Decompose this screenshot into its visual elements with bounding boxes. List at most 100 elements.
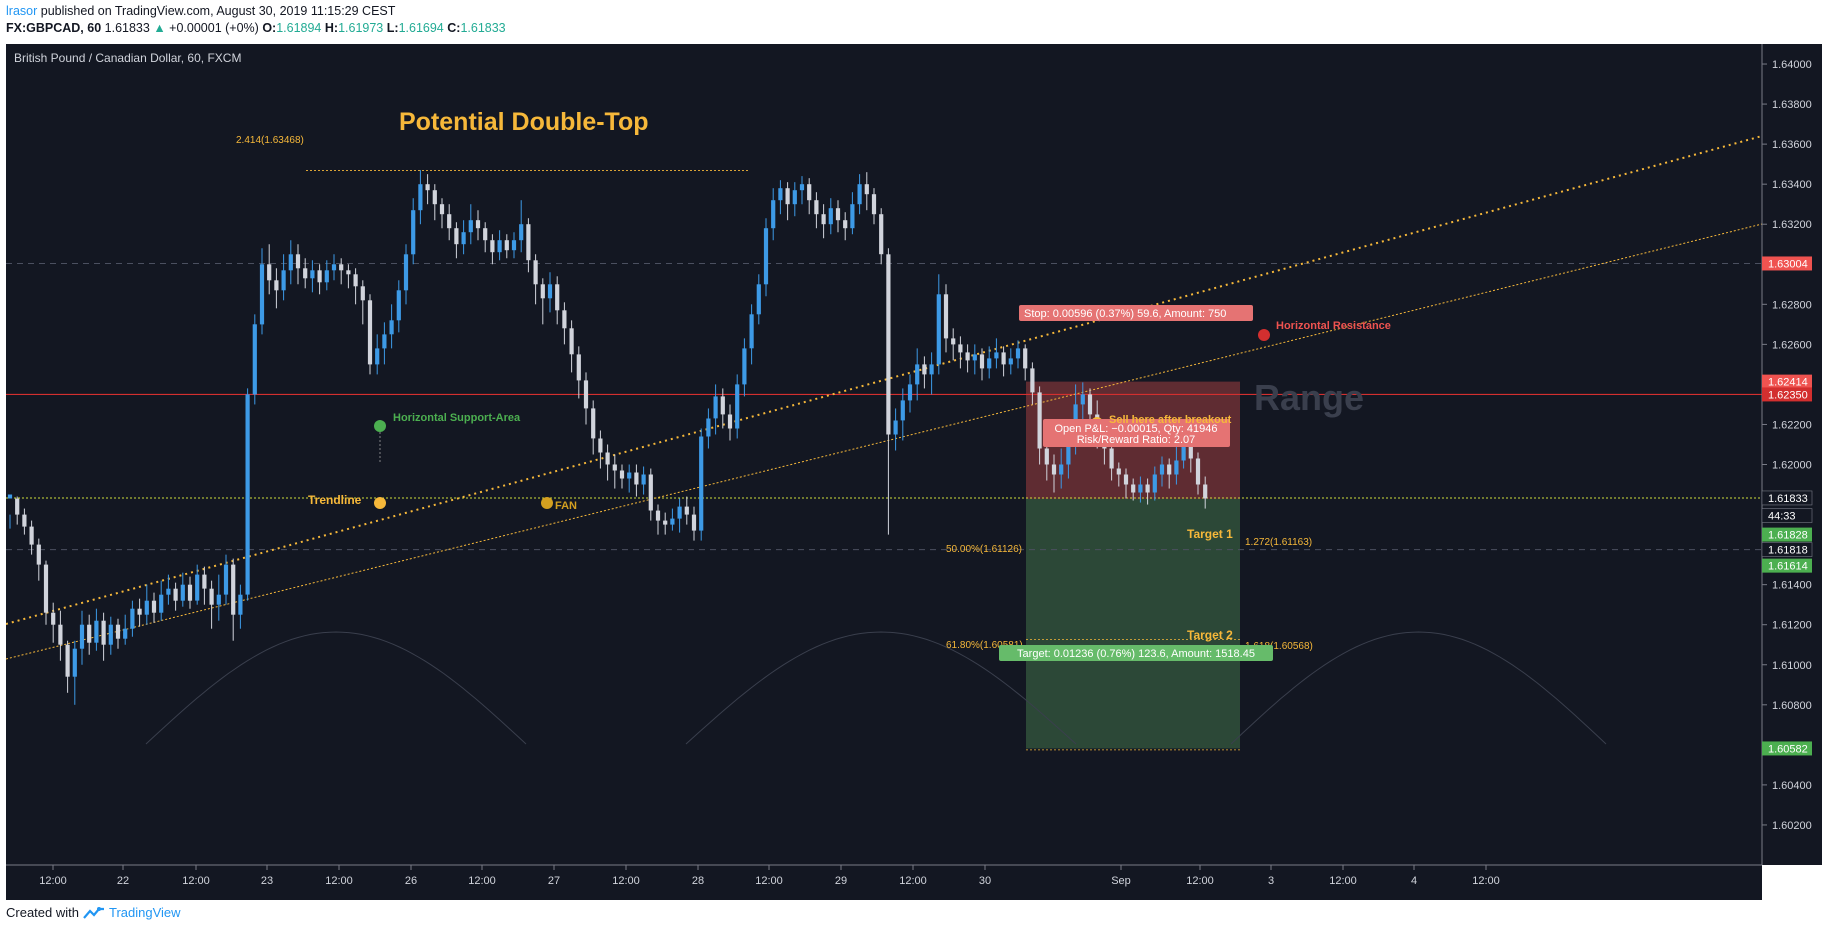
candle-body — [1030, 368, 1035, 393]
candle-body — [706, 418, 711, 437]
author-link[interactable]: lrasor — [6, 4, 38, 18]
cycle-line-2 — [685, 631, 1077, 745]
candle-body — [238, 594, 243, 615]
candle-body — [713, 396, 718, 419]
candle-body — [159, 594, 164, 613]
fan-line — [6, 223, 1763, 660]
candle-body — [907, 384, 913, 401]
candle-body — [130, 608, 135, 629]
candle-body — [115, 624, 121, 639]
y-tick-label: 1.63600 — [1772, 139, 1812, 151]
candle-body — [1152, 474, 1157, 493]
candle-body — [72, 648, 77, 677]
candle-body — [634, 472, 639, 485]
candle-body — [1001, 352, 1006, 365]
candle-body — [843, 220, 848, 229]
y-tick-label: 1.62800 — [1772, 299, 1812, 311]
change-value: +0.00001 (+0%) — [169, 21, 259, 35]
candle-body — [288, 254, 293, 271]
price-badge — [1762, 741, 1812, 756]
candle-body — [742, 348, 747, 385]
candle-body — [43, 564, 49, 613]
candle-body — [375, 348, 380, 365]
price-badge-label: 1.61614 — [1768, 561, 1808, 573]
candle-body — [339, 264, 344, 271]
candle-body — [511, 240, 517, 251]
target-box-text: Target: 0.01236 (0.76%) 123.6, Amount: 1… — [1017, 648, 1255, 660]
candle-body — [259, 264, 265, 325]
candle-body — [1145, 484, 1150, 493]
candle-body — [691, 514, 697, 531]
price-badge-label: 1.60582 — [1768, 743, 1808, 755]
candle-body — [195, 574, 200, 601]
candle-body — [900, 400, 905, 421]
candle-body — [562, 310, 567, 329]
candle-body — [533, 260, 538, 285]
y-tick-label: 1.63800 — [1772, 99, 1812, 111]
candle-body — [331, 264, 337, 271]
candle-body — [1174, 460, 1179, 475]
candle-body — [965, 352, 970, 361]
x-tick-label: 23 — [261, 875, 273, 887]
x-tick-label: 12:00 — [899, 875, 927, 887]
x-tick-label: 12:00 — [755, 875, 783, 887]
low-label: L: — [386, 21, 399, 35]
candle-body — [735, 384, 740, 429]
high-value: 1.61973 — [338, 21, 384, 35]
candle-body — [123, 628, 128, 639]
open-label: O: — [262, 21, 277, 35]
candle-body — [468, 220, 473, 233]
candle-body — [951, 338, 956, 345]
plot-background — [6, 44, 1762, 865]
candle-body — [807, 184, 812, 201]
symbol-ohlc-bar: FX:GBPCAD, 60 1.61833 ▲ +0.00001 (+0%) O… — [6, 21, 506, 35]
stop-box-text: Stop: 0.00596 (0.37%) 59.6, Amount: 750 — [1024, 308, 1226, 320]
candle-body — [22, 514, 27, 527]
price-badge — [1761, 542, 1813, 557]
price-badge-label: 1.62350 — [1768, 389, 1808, 401]
sell-label: Sell here after breakout — [1109, 414, 1232, 426]
candle-body — [994, 352, 999, 359]
candle-body — [879, 214, 884, 255]
candle-body — [936, 294, 941, 365]
fib-50-label: 50.00%(1.61126) — [946, 544, 1022, 555]
x-tick-label: 30 — [979, 875, 991, 887]
candle-body — [619, 470, 625, 479]
price-badge — [1762, 256, 1812, 271]
tradingview-brand-link[interactable]: TradingView — [108, 905, 181, 920]
close-label: C: — [447, 21, 461, 35]
candle-body — [972, 354, 977, 361]
candle-body — [396, 290, 401, 321]
candle-body — [1037, 392, 1042, 449]
time-axis[interactable] — [6, 865, 1762, 900]
price-axis[interactable] — [1762, 44, 1822, 865]
trendline — [6, 135, 1763, 625]
candle-body — [720, 396, 725, 415]
y-tick-label: 1.62600 — [1772, 339, 1812, 351]
price-chart[interactable]: Potential Double-Top Range Horizontal Resi… — [6, 44, 1822, 900]
candle-body — [785, 188, 790, 205]
fan-marker — [541, 497, 553, 509]
candle-body — [483, 228, 488, 241]
candle-body — [87, 624, 92, 643]
price-badge — [1762, 558, 1812, 573]
target1-label: Target 1 — [1187, 527, 1233, 541]
candle-body — [432, 190, 437, 205]
candle-body — [58, 624, 63, 645]
candle-body — [850, 204, 855, 229]
open-value: 1.61894 — [276, 21, 322, 35]
candle-body — [958, 344, 963, 353]
x-tick-label: 22 — [117, 875, 129, 887]
last-price: 1.61833 — [104, 21, 150, 35]
arrow-up-icon: ▲ — [153, 21, 166, 35]
candle-body — [771, 200, 776, 229]
candle-body — [411, 210, 416, 255]
candle-body — [65, 644, 70, 677]
candle-body — [310, 270, 315, 279]
candle-body — [576, 354, 581, 381]
price-badge-label: 44:33 — [1768, 511, 1796, 523]
fib-1618-label: 1.618(1.60568) — [1245, 641, 1313, 652]
x-tick-label: 29 — [835, 875, 847, 887]
candle-body — [367, 300, 373, 365]
candle-body — [187, 584, 193, 601]
